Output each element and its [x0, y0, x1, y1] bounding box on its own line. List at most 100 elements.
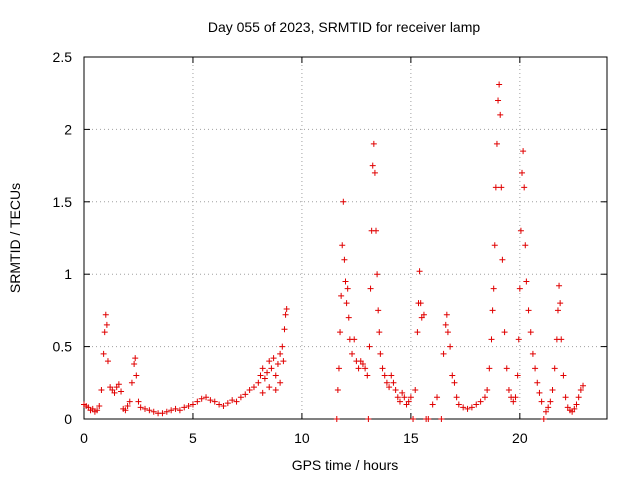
- data-point: [386, 384, 393, 391]
- data-point: [547, 398, 554, 405]
- data-point: [558, 336, 565, 343]
- data-point: [194, 398, 201, 405]
- axis-ticks: [83, 56, 607, 420]
- data-point: [281, 326, 288, 333]
- data-point: [521, 184, 528, 191]
- data-point: [551, 365, 558, 372]
- data-point: [516, 285, 523, 292]
- data-point: [451, 379, 458, 386]
- data-point: [272, 372, 279, 379]
- data-point: [383, 379, 390, 386]
- data-point: [104, 358, 111, 365]
- data-point: [355, 365, 362, 372]
- data-point: [337, 329, 344, 336]
- data-point: [172, 405, 179, 412]
- data-point: [560, 372, 567, 379]
- data-point: [168, 407, 175, 414]
- data-point: [464, 405, 471, 412]
- data-point: [142, 405, 149, 412]
- data-point: [277, 379, 284, 386]
- plot-frame: [83, 56, 608, 420]
- data-point: [512, 394, 519, 401]
- data-point: [277, 350, 284, 357]
- data-point: [367, 285, 374, 292]
- data-point: [282, 311, 289, 318]
- data-point: [131, 360, 138, 367]
- data-point: [242, 391, 249, 398]
- data-point: [207, 397, 214, 404]
- data-point: [100, 350, 107, 357]
- data-point: [517, 227, 524, 234]
- data-point: [493, 140, 500, 147]
- data-point: [274, 360, 281, 367]
- data-point: [396, 398, 403, 405]
- data-point: [532, 365, 539, 372]
- data-point: [94, 407, 101, 414]
- data-point: [527, 329, 534, 336]
- data-point: [412, 387, 419, 394]
- data-point: [473, 401, 480, 408]
- data-point: [203, 394, 210, 401]
- data-point: [377, 350, 384, 357]
- data-point: [255, 379, 262, 386]
- data-point: [519, 169, 526, 176]
- data-point: [381, 372, 388, 379]
- chart-title: Day 055 of 2023, SRMTID for receiver lam…: [208, 19, 481, 35]
- data-point: [359, 360, 366, 367]
- data-point: [405, 398, 412, 405]
- data-point: [211, 398, 218, 405]
- data-point: [111, 389, 118, 396]
- data-point: [342, 278, 349, 285]
- data-point: [486, 365, 493, 372]
- data-point: [549, 387, 556, 394]
- data-point: [189, 401, 196, 408]
- data-point: [498, 184, 505, 191]
- data-point: [497, 111, 504, 118]
- data-point: [270, 355, 277, 362]
- data-point: [489, 307, 496, 314]
- data-point: [410, 416, 417, 422]
- data-point: [392, 387, 399, 394]
- data-point: [135, 398, 142, 405]
- data-point: [216, 401, 223, 408]
- data-point: [124, 402, 131, 409]
- data-point: [501, 329, 508, 336]
- data-point: [529, 350, 536, 357]
- x-tick-label: 20: [512, 430, 528, 446]
- data-point: [375, 307, 382, 314]
- data-point: [220, 402, 227, 409]
- data-point: [429, 401, 436, 408]
- data-point: [556, 282, 563, 289]
- data-point: [503, 365, 510, 372]
- data-point: [491, 242, 498, 249]
- data-point: [333, 416, 340, 422]
- y-tick-label: 1.5: [53, 194, 73, 210]
- data-point: [101, 329, 108, 336]
- x-axis-label: GPS time / hours: [292, 457, 399, 473]
- data-point: [137, 404, 144, 411]
- data-point: [343, 300, 350, 307]
- data-point: [492, 184, 499, 191]
- data-point: [580, 382, 587, 389]
- data-point: [562, 394, 569, 401]
- data-point: [334, 387, 341, 394]
- data-point: [388, 372, 395, 379]
- data-point: [365, 416, 372, 422]
- data-point: [335, 365, 342, 372]
- data-point: [523, 278, 530, 285]
- data-point: [279, 343, 286, 350]
- data-point: [370, 140, 377, 147]
- data-point: [261, 375, 268, 382]
- data-point: [163, 408, 170, 415]
- y-tick-label: 0.5: [53, 339, 73, 355]
- data-point: [266, 384, 273, 391]
- data-point: [440, 350, 447, 357]
- data-point: [414, 329, 421, 336]
- data-point: [514, 372, 521, 379]
- data-point: [468, 404, 475, 411]
- data-point: [536, 389, 543, 396]
- data-point: [122, 407, 129, 414]
- data-point: [224, 400, 231, 407]
- data-point: [455, 401, 462, 408]
